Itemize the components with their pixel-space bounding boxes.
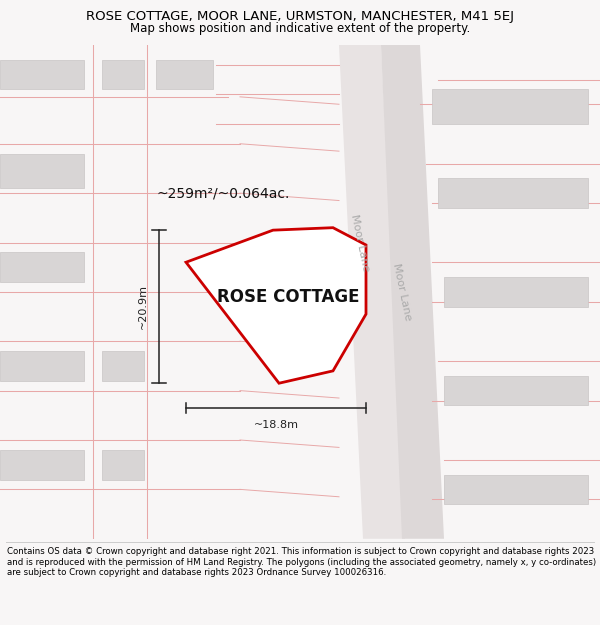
Polygon shape: [102, 60, 144, 89]
Polygon shape: [0, 154, 84, 188]
Polygon shape: [156, 60, 213, 89]
Text: ~18.8m: ~18.8m: [254, 420, 299, 430]
Text: Moor Lane: Moor Lane: [349, 213, 371, 272]
Polygon shape: [438, 178, 588, 208]
Polygon shape: [432, 89, 588, 124]
Polygon shape: [444, 376, 588, 406]
Polygon shape: [444, 277, 588, 307]
Polygon shape: [0, 60, 84, 89]
Text: ~20.9m: ~20.9m: [138, 284, 148, 329]
Polygon shape: [102, 351, 144, 381]
Polygon shape: [381, 45, 444, 539]
Text: ~259m²/~0.064ac.: ~259m²/~0.064ac.: [156, 186, 289, 200]
Polygon shape: [102, 450, 144, 479]
Polygon shape: [0, 450, 84, 479]
Text: Map shows position and indicative extent of the property.: Map shows position and indicative extent…: [130, 22, 470, 35]
Text: ROSE COTTAGE: ROSE COTTAGE: [217, 288, 359, 306]
Polygon shape: [339, 45, 405, 539]
Polygon shape: [186, 228, 366, 383]
Text: Contains OS data © Crown copyright and database right 2021. This information is : Contains OS data © Crown copyright and d…: [7, 548, 596, 577]
Polygon shape: [444, 474, 588, 504]
Polygon shape: [0, 253, 84, 282]
Polygon shape: [258, 312, 321, 346]
Text: Moor Lane: Moor Lane: [391, 262, 413, 321]
Polygon shape: [246, 232, 306, 272]
Polygon shape: [0, 351, 84, 381]
Text: ROSE COTTAGE, MOOR LANE, URMSTON, MANCHESTER, M41 5EJ: ROSE COTTAGE, MOOR LANE, URMSTON, MANCHE…: [86, 10, 514, 23]
